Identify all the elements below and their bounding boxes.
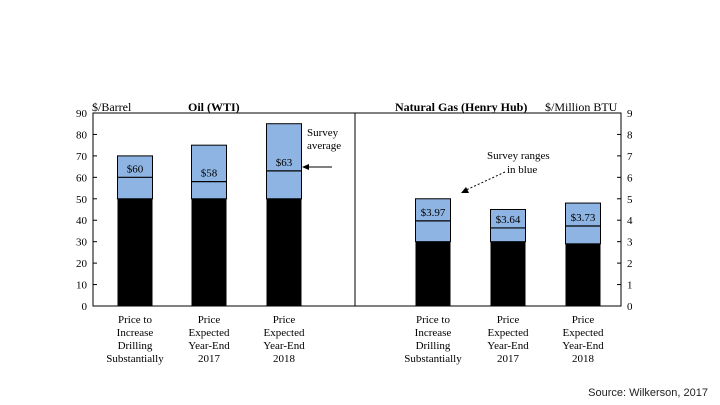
gas-category-label: 2017: [497, 353, 520, 365]
oil-y-tick-label: 60: [76, 172, 88, 184]
oil-category-label: Year-End: [188, 340, 230, 352]
oil-data-label: $58: [201, 168, 218, 180]
gas-category-label: Substantially: [404, 353, 462, 365]
gas-category-label: Price to: [416, 314, 450, 326]
gas-y-tick-label: 2: [627, 258, 633, 270]
oil-y-tick-label: 40: [76, 215, 88, 227]
gas-category-label: Year-End: [487, 340, 529, 352]
survey-average-annotation-line1: Survey: [307, 127, 339, 139]
gas-y-tick-label: 5: [627, 194, 633, 206]
gas-data-label: $3.64: [496, 214, 521, 226]
survey-ranges-arrowhead: [461, 187, 469, 193]
oil-range-bar: [266, 123, 302, 200]
gas-category-label: Price: [572, 314, 595, 326]
gas-category-label: Expected: [563, 327, 604, 339]
gas-data-label: $3.97: [421, 207, 446, 219]
oil-data-label: $60: [127, 163, 144, 175]
survey-ranges-annotation-line2: in blue: [507, 164, 537, 176]
oil-y-tick-label: 0: [82, 301, 88, 313]
gas-base-bar: [565, 243, 601, 306]
oil-base-bar: [266, 198, 302, 306]
plot-frame: [92, 112, 622, 307]
gas-base-bar: [490, 241, 526, 306]
gas-range-bar: [415, 198, 451, 243]
oil-category-label: Year-End: [263, 340, 305, 352]
gas-category-label: Drilling: [416, 340, 451, 352]
oil-category-label: Drilling: [118, 340, 153, 352]
survey-ranges-annotation-line1: Survey ranges: [487, 150, 550, 162]
gas-y-tick-label: 1: [627, 280, 633, 292]
oil-category-label: Price: [198, 314, 221, 326]
gas-y-axis-label: $/Million BTU: [545, 100, 618, 114]
gas-y-tick-label: 3: [627, 237, 633, 249]
gas-panel-title: Natural Gas (Henry Hub): [395, 100, 527, 114]
gas-data-label: $3.73: [571, 212, 596, 224]
oil-category-label: 2017: [198, 353, 221, 365]
oil-y-tick-label: 10: [76, 280, 88, 292]
gas-y-tick-label: 7: [627, 151, 633, 163]
oil-y-tick-label: 70: [76, 151, 88, 163]
oil-y-tick-label: 90: [76, 108, 88, 120]
oil-category-label: Substantially: [106, 353, 164, 365]
oil-category-label: Expected: [264, 327, 305, 339]
gas-category-label: Price: [497, 314, 520, 326]
gas-category-label: Year-End: [562, 340, 604, 352]
gas-category-label: Expected: [488, 327, 529, 339]
survey-ranges-arrow: [465, 171, 506, 191]
oil-y-tick-label: 50: [76, 194, 88, 206]
gas-y-tick-label: 4: [627, 215, 633, 227]
gas-range-bar: [490, 209, 526, 243]
gas-y-tick-label: 8: [627, 129, 633, 141]
oil-data-label: $63: [276, 157, 293, 169]
survey-average-annotation-line2: average: [307, 140, 341, 152]
gas-y-tick-label: 9: [627, 108, 633, 120]
axes-layer: [93, 112, 621, 307]
oil-y-tick-label: 30: [76, 237, 88, 249]
oil-y-axis-label: $/Barrel: [92, 100, 132, 114]
gas-y-tick-label: 6: [627, 172, 633, 184]
survey-average-arrowhead: [302, 164, 309, 170]
gas-base-bar: [415, 241, 451, 306]
oil-category-label: Price to: [118, 314, 152, 326]
oil-base-bar: [191, 198, 227, 306]
oil-category-label: Price: [273, 314, 296, 326]
oil-category-label: Increase: [117, 327, 154, 339]
oil-y-tick-label: 20: [76, 258, 88, 270]
oil-category-label: 2018: [273, 353, 296, 365]
gas-y-tick-label: 0: [627, 301, 633, 313]
bars-layer: [117, 123, 601, 306]
gas-range-bar: [565, 202, 601, 245]
oil-category-label: Expected: [189, 327, 230, 339]
oil-y-tick-label: 80: [76, 129, 88, 141]
oil-panel-title: Oil (WTI): [188, 100, 240, 114]
gas-category-label: Increase: [415, 327, 452, 339]
source-note: Source: Wilkerson, 2017: [588, 387, 708, 399]
gas-category-label: 2018: [572, 353, 595, 365]
oil-range-bar: [191, 144, 227, 200]
oil-base-bar: [117, 198, 153, 306]
